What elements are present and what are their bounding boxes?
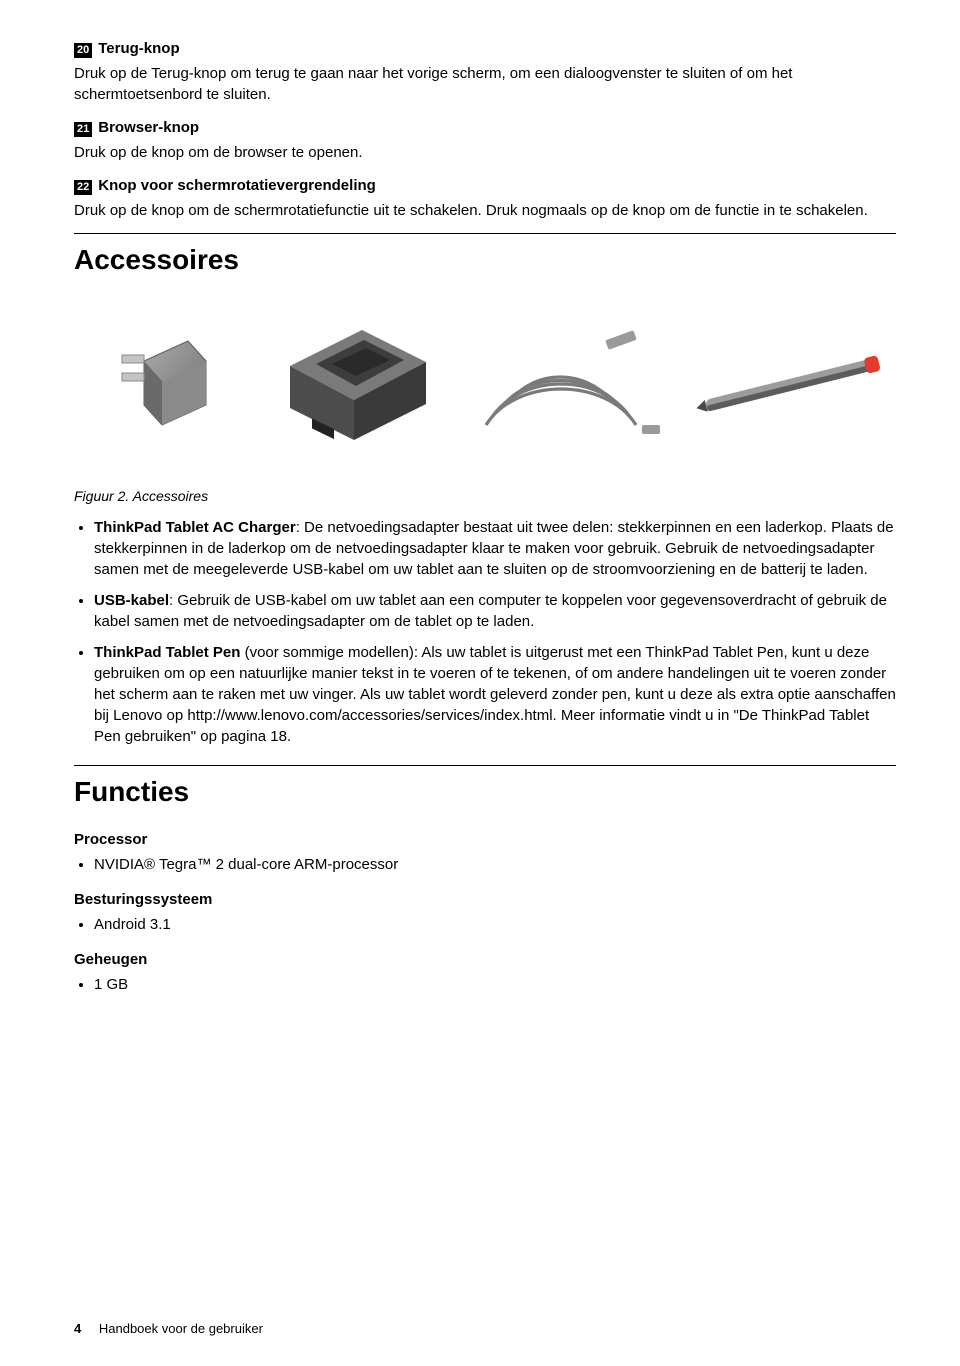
fig-plug bbox=[74, 327, 255, 447]
item-title: Knop voor schermrotatievergrendeling bbox=[98, 175, 376, 196]
spec-group-memory: Geheugen 1 GB bbox=[74, 949, 896, 995]
bullet-lead: USB-kabel bbox=[94, 592, 169, 609]
charger-icon bbox=[266, 312, 446, 462]
item-head: 22 Knop voor schermrotatievergrendeling bbox=[74, 175, 896, 196]
num-badge: 22 bbox=[74, 180, 92, 195]
fig-dock bbox=[265, 312, 446, 462]
item-21: 21 Browser-knop Druk op de knop om de br… bbox=[74, 117, 896, 163]
item-body: Druk op de knop om de browser te openen. bbox=[74, 142, 896, 163]
pen-icon bbox=[676, 342, 896, 432]
spec-list: NVIDIA® Tegra™ 2 dual-core ARM-processor bbox=[74, 854, 896, 875]
figure-caption: Figuur 2. Accessoires bbox=[74, 487, 896, 507]
bullet-usb: USB-kabel: Gebruik de USB-kabel om uw ta… bbox=[94, 590, 896, 632]
spec-item: NVIDIA® Tegra™ 2 dual-core ARM-processor bbox=[94, 854, 896, 875]
cable-icon bbox=[456, 317, 666, 457]
plug-icon bbox=[110, 327, 220, 447]
item-22: 22 Knop voor schermrotatievergrendeling … bbox=[74, 175, 896, 221]
heading-accessoires: Accessoires bbox=[74, 240, 896, 279]
spec-title: Geheugen bbox=[74, 949, 896, 970]
spec-title: Processor bbox=[74, 829, 896, 850]
doc-title: Handboek voor de gebruiker bbox=[99, 1321, 263, 1336]
spec-list: Android 3.1 bbox=[74, 914, 896, 935]
spec-item: 1 GB bbox=[94, 974, 896, 995]
spec-group-processor: Processor NVIDIA® Tegra™ 2 dual-core ARM… bbox=[74, 829, 896, 875]
bullet-pen: ThinkPad Tablet Pen (voor sommige modell… bbox=[94, 642, 896, 747]
item-head: 21 Browser-knop bbox=[74, 117, 896, 138]
item-body: Druk op de Terug-knop om terug te gaan n… bbox=[74, 63, 896, 105]
item-20: 20 Terug-knop Druk op de Terug-knop om t… bbox=[74, 38, 896, 105]
bullet-rest: : Gebruik de USB-kabel om uw tablet aan … bbox=[94, 592, 887, 630]
fig-cable bbox=[456, 317, 666, 457]
spec-title: Besturingssysteem bbox=[74, 889, 896, 910]
item-title: Browser-knop bbox=[98, 117, 199, 138]
fig-pen bbox=[676, 342, 896, 432]
accessory-list: ThinkPad Tablet AC Charger: De netvoedin… bbox=[74, 517, 896, 747]
rule-accessoires bbox=[74, 233, 896, 234]
item-body: Druk op de knop om de schermrotatiefunct… bbox=[74, 200, 896, 221]
rule-functies bbox=[74, 765, 896, 766]
bullet-lead: ThinkPad Tablet Pen bbox=[94, 644, 240, 661]
figure-accessories bbox=[74, 297, 896, 477]
page-number: 4 bbox=[74, 1321, 81, 1336]
item-head: 20 Terug-knop bbox=[74, 38, 896, 59]
bullet-charger: ThinkPad Tablet AC Charger: De netvoedin… bbox=[94, 517, 896, 580]
item-title: Terug-knop bbox=[98, 38, 179, 59]
spec-group-os: Besturingssysteem Android 3.1 bbox=[74, 889, 896, 935]
heading-functies: Functies bbox=[74, 772, 896, 811]
num-badge: 20 bbox=[74, 43, 92, 58]
spec-item: Android 3.1 bbox=[94, 914, 896, 935]
spec-list: 1 GB bbox=[74, 974, 896, 995]
page-footer: 4 Handboek voor de gebruiker bbox=[74, 1320, 263, 1338]
bullet-lead: ThinkPad Tablet AC Charger bbox=[94, 519, 296, 536]
num-badge: 21 bbox=[74, 122, 92, 137]
